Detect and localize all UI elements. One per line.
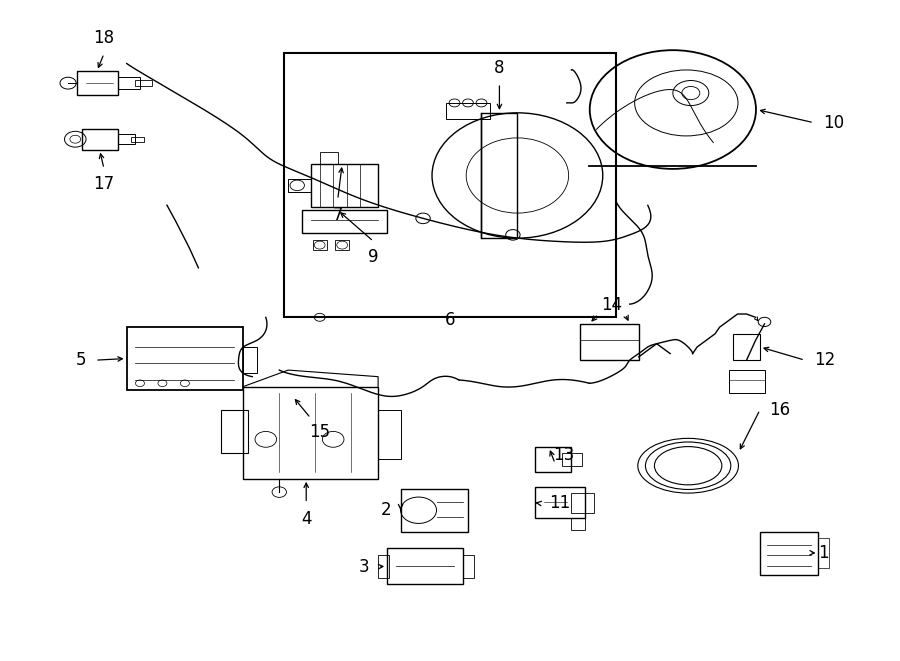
Text: 4: 4 [301,510,311,528]
Bar [243,347,256,373]
Bar [302,210,387,233]
Bar [572,493,594,513]
Bar [312,241,327,250]
Bar [82,129,118,150]
Bar [118,134,136,145]
Bar [572,518,585,530]
Text: 17: 17 [94,175,114,194]
Bar [118,77,140,89]
Bar [284,54,616,317]
Bar [387,548,464,584]
Bar [136,80,152,87]
Bar [243,387,378,479]
Bar [77,71,118,95]
Bar [580,324,639,360]
Bar [378,410,400,459]
Bar [400,488,468,531]
Text: 15: 15 [309,423,330,441]
Bar [446,103,491,120]
Text: 12: 12 [814,351,835,369]
Text: 1: 1 [818,544,829,562]
Bar [729,370,764,393]
Text: 5: 5 [76,351,86,369]
Bar [482,113,517,238]
Text: 3: 3 [358,558,369,576]
Text: 6: 6 [445,311,455,329]
Bar [536,447,572,473]
Text: 18: 18 [94,29,114,47]
Bar [288,178,310,192]
Bar [464,555,474,578]
Bar [536,487,585,518]
Text: 13: 13 [554,446,574,464]
Text: 14: 14 [601,296,622,314]
Text: 2: 2 [381,501,392,519]
Bar [335,241,349,250]
Text: 7: 7 [332,206,343,225]
Bar [818,538,829,568]
Bar [562,453,582,466]
Text: 10: 10 [823,114,844,132]
Bar [734,334,760,360]
Bar [131,137,145,142]
Bar [220,410,248,453]
Bar [760,531,818,574]
Bar [378,555,389,578]
Text: 8: 8 [494,59,505,77]
Text: 11: 11 [549,494,570,512]
Bar [127,327,243,390]
Bar [320,152,338,164]
Bar [310,164,378,207]
Text: 9: 9 [368,248,379,266]
Text: 16: 16 [769,401,790,418]
